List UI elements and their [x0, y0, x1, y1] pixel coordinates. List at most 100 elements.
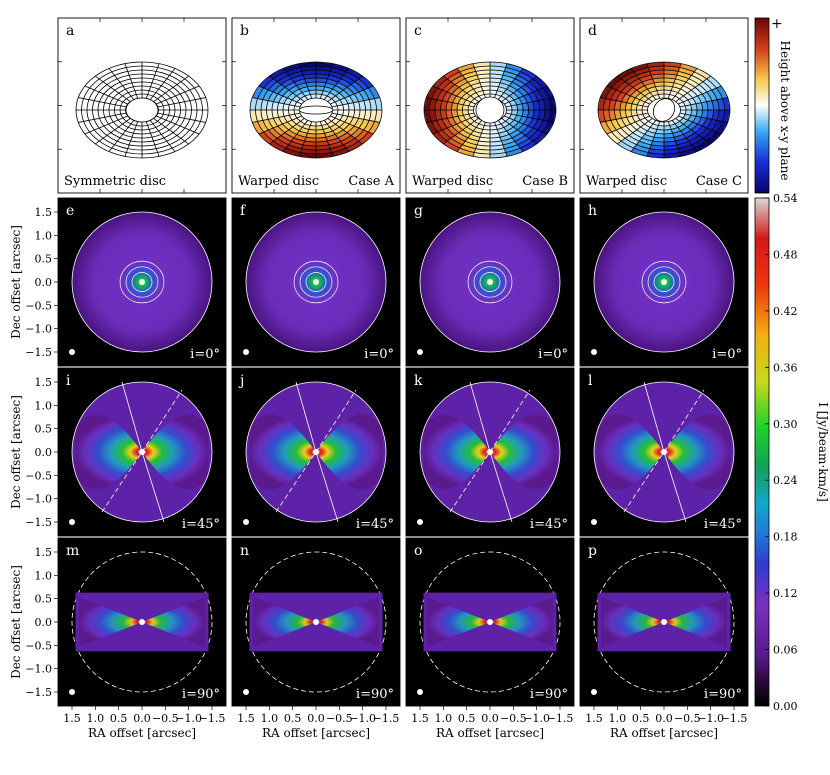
colorbar-tick-label: 0.18	[773, 531, 798, 544]
y-tick-label: 1.5	[35, 206, 53, 219]
y-tick-label: 1.5	[35, 376, 53, 389]
disc-spoke	[156, 85, 200, 105]
disc-cell	[520, 141, 537, 152]
disc-cell	[454, 78, 468, 88]
beam-marker	[243, 519, 249, 525]
colorbar-tick-label: 0.12	[773, 587, 798, 600]
disc-spoke	[504, 85, 548, 105]
disc-cell	[706, 90, 718, 101]
disc-cell	[481, 129, 490, 134]
beam-marker	[591, 689, 597, 695]
disc-cell	[358, 90, 370, 101]
disc-cell	[702, 78, 717, 90]
disc-cell	[621, 94, 631, 103]
disc-cell	[288, 85, 300, 94]
disc-cell	[702, 92, 712, 102]
disc-cell	[654, 82, 664, 87]
map-panel-p	[579, 537, 749, 707]
disc-cell	[288, 141, 304, 149]
disc-cell	[368, 86, 380, 99]
disc-cell	[694, 141, 711, 152]
disc-spoke	[252, 97, 301, 108]
disc-cell	[307, 86, 316, 91]
disc-cell	[344, 116, 354, 124]
disc-spoke	[679, 97, 728, 108]
disc-cell	[277, 135, 292, 145]
disc-cell	[490, 125, 498, 130]
disc-cell	[675, 75, 689, 83]
disc-cell	[664, 82, 674, 87]
map-panel-f	[231, 197, 401, 367]
disc-cell	[516, 110, 523, 117]
disc-cell	[521, 84, 533, 94]
disc-cell	[706, 76, 722, 88]
disc-cell	[456, 90, 467, 98]
disc-cell	[454, 132, 468, 142]
disc-cell	[443, 68, 460, 79]
beam-marker	[69, 349, 75, 355]
disc-cell	[452, 116, 462, 124]
disc-cell	[339, 122, 350, 130]
disc-spoke	[493, 121, 508, 157]
disc-cell	[673, 79, 686, 86]
disc-cell	[528, 92, 538, 102]
disc-spoke	[432, 115, 476, 135]
disc-cell	[642, 79, 655, 86]
disc-cell	[644, 82, 656, 90]
disc-cell	[263, 78, 278, 90]
disc-cell	[523, 94, 533, 103]
disc-cell	[456, 122, 467, 130]
disc-spoke	[124, 63, 139, 99]
labels: 0.540.480.420.360.300.240.180.120.060.00…	[9, 16, 830, 740]
y-tick-label: −1.5	[25, 346, 52, 359]
disc-cell	[635, 93, 645, 100]
disc-cell	[625, 110, 633, 118]
disc-spoke	[258, 115, 302, 135]
disc-cell	[268, 118, 278, 128]
disc-cell	[292, 89, 303, 96]
disc-cell	[528, 118, 538, 128]
disc-cell	[278, 116, 288, 124]
disc-cell	[296, 82, 308, 90]
disc-spoke	[78, 112, 127, 123]
disc-cell	[431, 88, 443, 100]
disc-cell	[683, 120, 693, 127]
disc-spoke	[327, 118, 363, 145]
x-tick-label: −0.5	[500, 712, 527, 725]
disc-cell	[664, 125, 672, 130]
x-tick-label: −1.0	[175, 712, 202, 725]
disc-cell	[655, 86, 664, 91]
x-tick-label: 0.5	[110, 712, 128, 725]
center-marker	[313, 619, 319, 625]
panel-letter: p	[588, 543, 597, 559]
disc-cell	[511, 110, 518, 116]
disc-cell	[342, 103, 349, 110]
map-panel-j	[231, 367, 401, 537]
disc-spoke	[331, 112, 380, 123]
disc-spoke	[606, 115, 650, 135]
disc-cell	[673, 134, 686, 141]
disc-cell	[288, 104, 295, 110]
disc-hole	[652, 98, 676, 122]
panel-letter: d	[588, 23, 597, 39]
disc-cell	[716, 86, 728, 99]
disc-cell	[509, 120, 519, 127]
y-axis-label: Dec offset [arcsec]	[9, 395, 23, 509]
disc-spoke	[426, 112, 475, 123]
disc-cell	[368, 121, 380, 134]
y-tick-label: 1.0	[35, 399, 53, 412]
beam-marker	[69, 519, 75, 525]
disc-cell	[294, 79, 307, 86]
disc-cell	[610, 90, 622, 101]
disc-cell	[338, 78, 352, 88]
disc-spoke	[630, 120, 657, 152]
center-marker	[661, 619, 667, 625]
beam-marker	[243, 349, 249, 355]
panel-frame	[579, 367, 749, 537]
disc-cell	[702, 130, 717, 142]
disc-caption: Warped disc	[586, 174, 667, 189]
disc-cell	[442, 81, 455, 92]
outline-circle	[71, 211, 213, 353]
disc-cell	[468, 134, 481, 141]
disc-spoke	[95, 118, 131, 145]
